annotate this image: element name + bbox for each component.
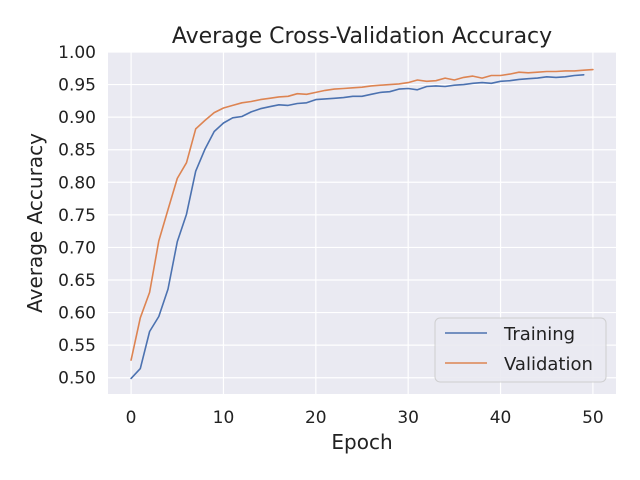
y-tick-label: 0.95 xyxy=(58,76,96,96)
grid xyxy=(108,51,616,394)
y-tick-label: 0.65 xyxy=(58,271,96,291)
y-tick-label: 0.60 xyxy=(58,304,96,324)
x-tick-label: 0 xyxy=(126,408,137,428)
legend-box xyxy=(434,317,607,383)
x-tick-label: 20 xyxy=(305,408,327,428)
x-tick-label: 10 xyxy=(213,408,235,428)
y-tick-label: 0.75 xyxy=(58,206,96,226)
series-lines xyxy=(130,68,594,380)
legend-label-training: Training xyxy=(503,324,575,345)
y-tick-label: 0.55 xyxy=(58,336,96,356)
y-tick-label: 1.00 xyxy=(58,43,96,63)
series-line-validation xyxy=(130,68,594,361)
y-tick-label: 0.70 xyxy=(58,238,96,258)
x-axis-label: Epoch xyxy=(331,430,392,454)
y-tick-label: 0.80 xyxy=(58,173,96,193)
chart-title: Average Cross-Validation Accuracy xyxy=(172,24,552,49)
y-axis-label: Average Accuracy xyxy=(23,133,47,313)
legend-label-validation: Validation xyxy=(504,354,593,375)
y-tick-label: 0.90 xyxy=(58,108,96,128)
y-tick-label: 0.85 xyxy=(58,141,96,161)
legend: Training Validation xyxy=(434,317,607,383)
y-tick-labels: 0.50 0.55 0.60 0.65 0.70 0.75 0.80 0.85 0.90 0.95… xyxy=(58,43,96,389)
x-tick-label: 30 xyxy=(397,408,419,428)
series-line-training xyxy=(130,74,585,380)
x-tick-label: 40 xyxy=(490,408,512,428)
y-tick-label: 0.50 xyxy=(58,369,96,389)
x-tick-label: 50 xyxy=(582,408,604,428)
x-tick-labels: 0 10 20 30 40 50 xyxy=(126,408,604,428)
